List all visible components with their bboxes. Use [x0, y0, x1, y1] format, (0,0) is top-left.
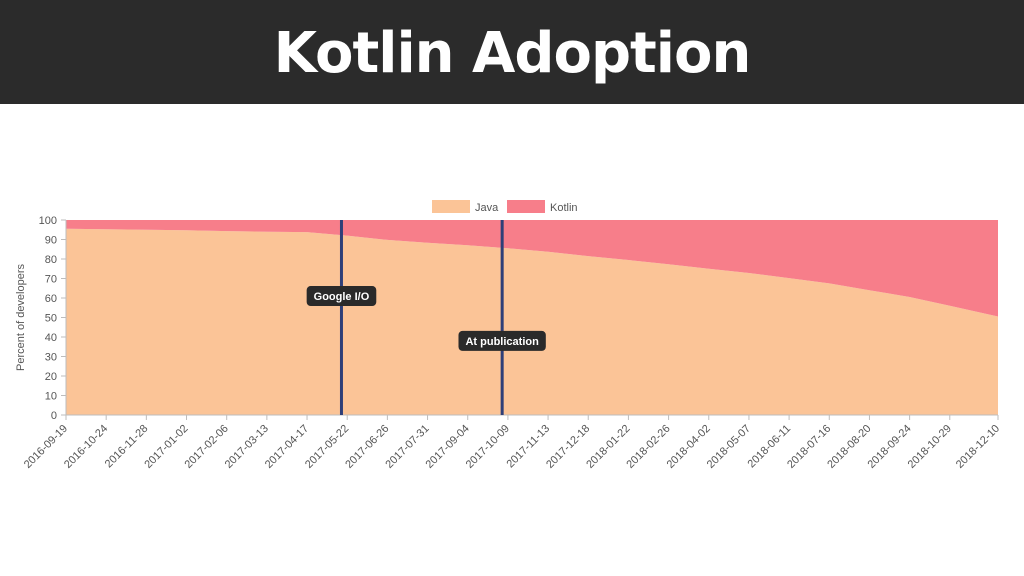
- x-tick-label: 2016-10-24: [62, 423, 110, 471]
- legend: Java Kotlin: [432, 200, 578, 214]
- y-tick-label: 40: [45, 332, 57, 344]
- y-tick-label: 10: [45, 391, 57, 403]
- annotation-layer: Google I/O At publication: [306, 220, 546, 415]
- slide-title: Kotlin Adoption: [273, 21, 752, 86]
- x-tick-label: 2018-12-10: [954, 423, 1002, 471]
- x-tick-label: 2017-10-09: [464, 423, 512, 471]
- y-tick-label: 60: [45, 293, 57, 305]
- legend-label-java: Java: [475, 202, 499, 214]
- annotation-text: Google I/O: [314, 291, 370, 303]
- y-tick-label: 90: [45, 235, 57, 247]
- y-tick-label: 0: [51, 410, 57, 422]
- legend-swatch-java: [432, 200, 470, 213]
- annotation-box: [306, 286, 377, 307]
- area-java: [66, 228, 998, 415]
- y-axis-title: Percent of developers: [15, 263, 27, 371]
- annotation-label-google-i-o: Google I/O: [306, 286, 377, 307]
- annotation-label-at-publication: At publication: [458, 330, 546, 351]
- y-tick-label: 70: [45, 274, 57, 286]
- y-tick-label: 30: [45, 352, 57, 364]
- area-kotlin: [66, 220, 998, 317]
- annotation-text: At publication: [465, 336, 539, 348]
- legend-swatch-kotlin: [507, 200, 545, 213]
- x-tick-label: 2018-10-29: [906, 423, 954, 471]
- title-bar: [0, 0, 1024, 104]
- y-tick-label: 80: [45, 254, 57, 266]
- legend-label-kotlin: Kotlin: [550, 202, 578, 214]
- annotation-box: [458, 330, 546, 351]
- y-tick-label: 100: [39, 215, 57, 227]
- kotlin-adoption-chart: 01020304050607080901002016-09-192016-10-…: [15, 200, 1002, 471]
- x-tick-label: 2018-05-07: [705, 423, 753, 471]
- y-tick-label: 50: [45, 313, 57, 325]
- area-layer: [66, 220, 998, 415]
- y-tick-label: 20: [45, 371, 57, 383]
